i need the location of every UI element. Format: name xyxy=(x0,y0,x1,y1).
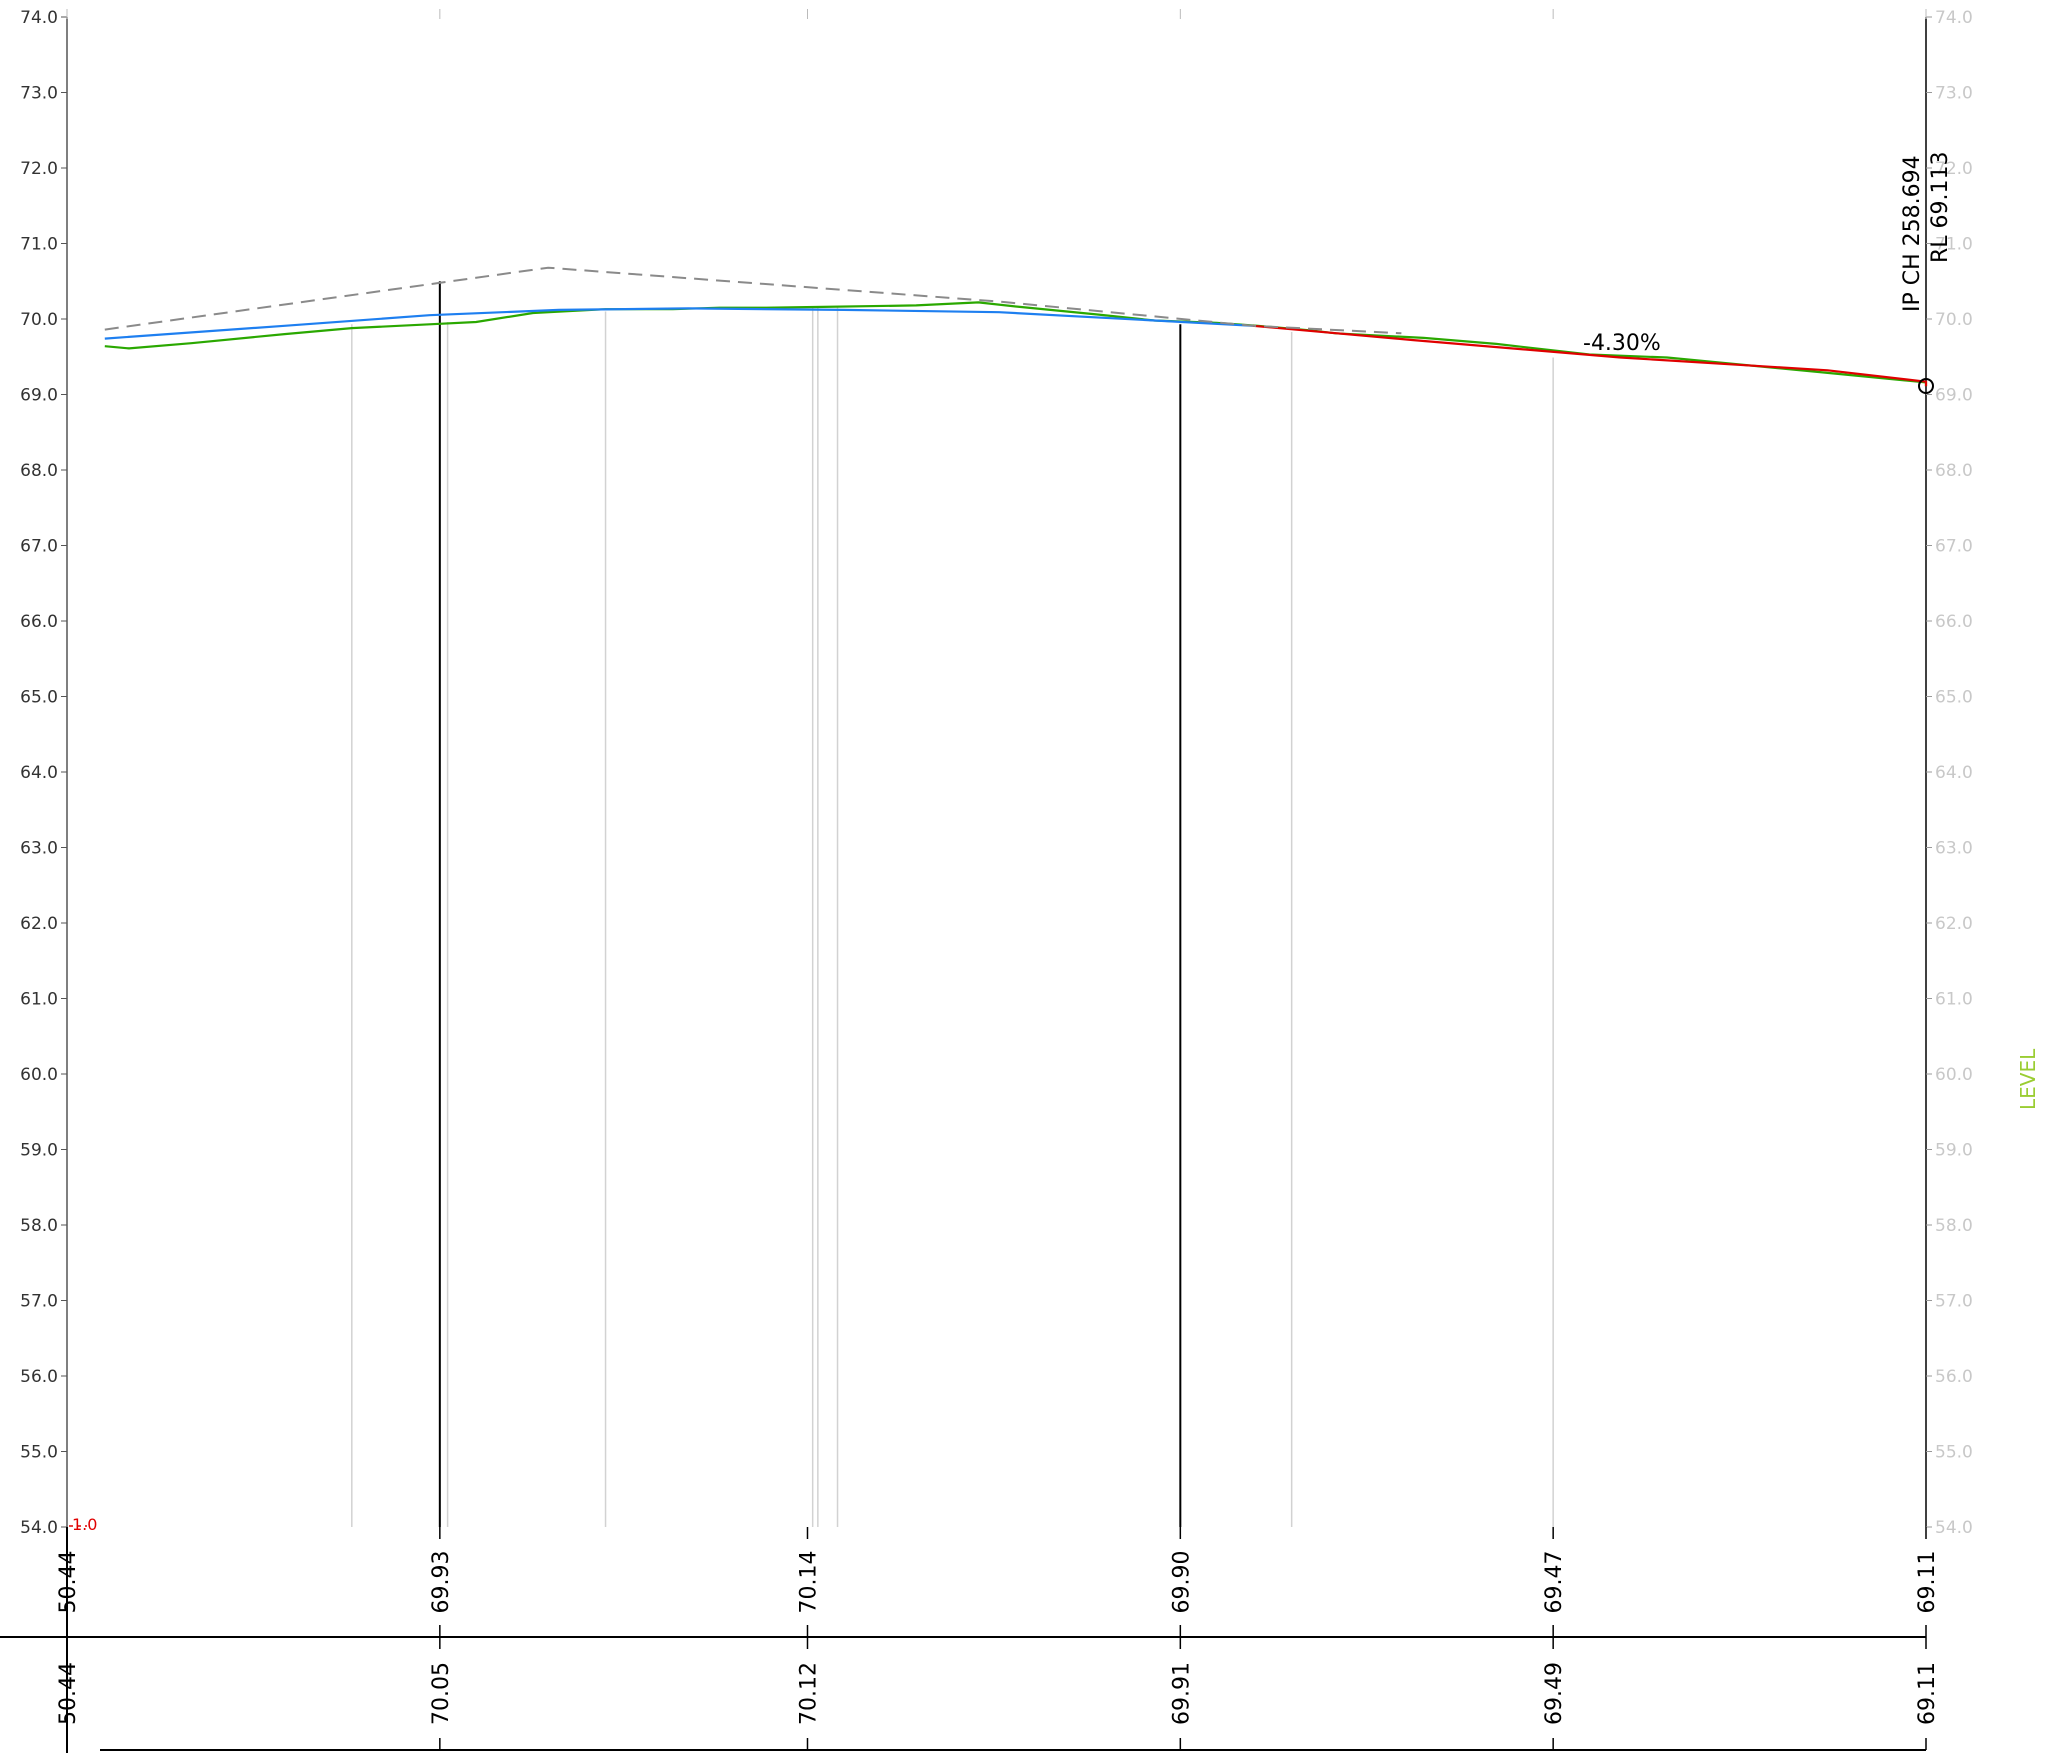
data-bands: 50.44 50.44 69.93 70.05 70.14 70.12 69.90 69.91… xyxy=(0,1527,1940,1753)
y-tick-label-left: 60.0 xyxy=(20,1065,58,1085)
band2-value-label: 69.11 xyxy=(1915,1662,1940,1725)
y-tick-label-right: 61.0 xyxy=(1935,990,1973,1010)
series-design_red xyxy=(1252,324,1928,387)
y-tick-label-left: 64.0 xyxy=(20,763,58,783)
y-tick-label-left: 68.0 xyxy=(20,461,58,481)
y-tick-label-left: 58.0 xyxy=(20,1216,58,1236)
y-tick-label-right: 68.0 xyxy=(1935,461,1973,481)
band2-value-label: 70.05 xyxy=(429,1662,454,1725)
y-tick-label-right: 60.0 xyxy=(1935,1065,1973,1085)
y-tick-label-left: 54.0 xyxy=(20,1518,58,1538)
band1-value-label: 69.90 xyxy=(1169,1551,1194,1614)
y-tick-label-left: 72.0 xyxy=(20,159,58,179)
band1-value-label: 50.44 xyxy=(56,1551,81,1614)
corner-fragment-label: 1.0 xyxy=(72,1515,97,1534)
y-tick-label-left: 61.0 xyxy=(20,990,58,1010)
ip-rl-label: RL 69.113 xyxy=(1928,151,1953,263)
y-tick-label-left: 66.0 xyxy=(20,612,58,632)
y-tick-label-left: 57.0 xyxy=(20,1292,58,1312)
series-lines xyxy=(104,266,1928,387)
y-tick-label-left: 67.0 xyxy=(20,537,58,557)
y-tick-label-right: 57.0 xyxy=(1935,1292,1973,1312)
y-tick-label-right: 67.0 xyxy=(1935,537,1973,557)
station-verticals xyxy=(351,281,1554,1527)
y-tick-label-right: 69.0 xyxy=(1935,386,1973,406)
y-tick-label-right: 58.0 xyxy=(1935,1216,1973,1236)
y-tick-label-left: 73.0 xyxy=(20,84,58,104)
y-tick-label-right: 66.0 xyxy=(1935,612,1973,632)
y-tick-label-right: 62.0 xyxy=(1935,914,1973,934)
ip-chainage-label: IP CH 258.694 xyxy=(1900,155,1925,312)
band1-value-label: 69.47 xyxy=(1542,1551,1567,1614)
grade-label: -4.30% xyxy=(1583,331,1661,356)
ip-marker xyxy=(1918,377,1934,394)
y-tick-label-left: 63.0 xyxy=(20,839,58,859)
band1-value-label: 69.93 xyxy=(429,1551,454,1614)
y-tick-label-right: 72.0 xyxy=(1935,159,1973,179)
band2-value-label: 70.12 xyxy=(796,1662,821,1725)
level-axis-label: LEVEL xyxy=(2016,1048,2040,1110)
y-tick-label-left: 74.0 xyxy=(20,8,58,28)
y-tick-label-left: 70.0 xyxy=(20,310,58,330)
band2-value-label: 69.49 xyxy=(1542,1662,1567,1725)
y-tick-label-right: 71.0 xyxy=(1935,235,1973,255)
y-tick-label-left: 59.0 xyxy=(20,1141,58,1161)
y-tick-label-left: 62.0 xyxy=(20,914,58,934)
y-tick-label-right: 59.0 xyxy=(1935,1141,1973,1161)
band1-value-label: 70.14 xyxy=(796,1551,821,1614)
y-tick-label-left: 55.0 xyxy=(20,1443,58,1463)
annotations: -4.30% IP CH 258.694 RL 69.113 LEVEL 1.0 xyxy=(69,151,2040,1534)
y-tick-label-right: 70.0 xyxy=(1935,310,1973,330)
y-tick-label-right: 74.0 xyxy=(1935,8,1973,28)
y-tick-label-right: 55.0 xyxy=(1935,1443,1973,1463)
y-tick-label-right: 54.0 xyxy=(1935,1518,1973,1538)
band1-value-label: 69.11 xyxy=(1915,1551,1940,1614)
y-tick-label-left: 69.0 xyxy=(20,386,58,406)
y-tick-label-left: 65.0 xyxy=(20,688,58,708)
y-tick-label-right: 63.0 xyxy=(1935,839,1973,859)
band2-value-label: 50.44 xyxy=(56,1662,81,1725)
y-tick-label-right: 56.0 xyxy=(1935,1367,1973,1387)
band2-value-label: 69.91 xyxy=(1169,1662,1194,1725)
axes: 54.0 54.0 55.0 55.0 56.0 56.0 57.0 57.0 58.0 58.0… xyxy=(20,8,1973,1538)
y-tick-label-left: 71.0 xyxy=(20,235,58,255)
y-tick-label-right: 73.0 xyxy=(1935,84,1973,104)
y-tick-label-right: 64.0 xyxy=(1935,763,1973,783)
series-design_blue xyxy=(104,307,1253,340)
series-ip_tangent xyxy=(104,266,1402,335)
y-tick-label-left: 56.0 xyxy=(20,1367,58,1387)
y-tick-label-right: 65.0 xyxy=(1935,688,1973,708)
